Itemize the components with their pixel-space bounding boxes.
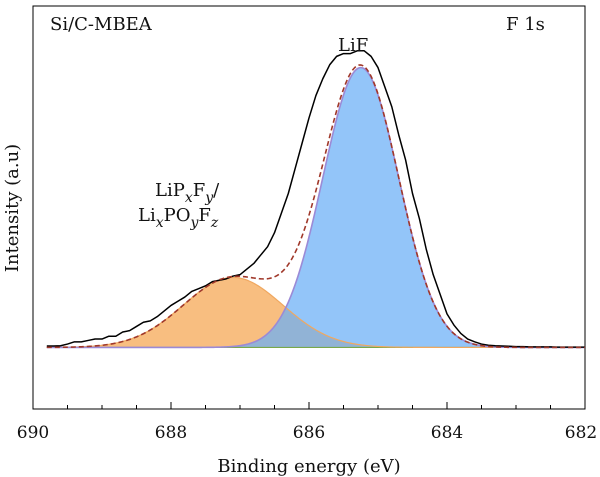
- x-tick-label: 682: [565, 423, 597, 443]
- lipf-l2-c: PO: [164, 205, 191, 226]
- sample-label: Si/C-MBEA: [50, 14, 153, 35]
- x-tick-label: 684: [431, 423, 463, 443]
- lipf-l1-e: /: [213, 180, 220, 201]
- component-lif-area: [46, 67, 586, 348]
- component-lipf-area: [46, 277, 586, 348]
- x-tick-labels: 690 688 686 684 682: [17, 423, 597, 443]
- lipf-label-line1: LiPxFy/: [155, 180, 220, 206]
- lipf-l1-b: x: [185, 190, 193, 206]
- lipf-l2-a: Li: [138, 205, 156, 226]
- raw-data-line: [46, 50, 585, 348]
- lipf-label-line2: LixPOyFz: [138, 205, 219, 231]
- lipf-l1-a: LiP: [155, 180, 185, 201]
- x-axis-label: Binding energy (eV): [217, 456, 400, 477]
- x-tick-label: 688: [155, 423, 187, 443]
- component-lif-line: [46, 66, 585, 349]
- x-tick-label: 690: [17, 423, 49, 443]
- y-axis-label: Intensity (a.u): [2, 144, 23, 272]
- lif-label: LiF: [338, 35, 368, 56]
- lipf-l1-d: y: [204, 190, 214, 206]
- x-ticks: [32, 402, 586, 409]
- lipf-l2-e: F: [198, 205, 211, 226]
- lipf-l2-d: y: [190, 215, 200, 231]
- lipf-l2-f: z: [210, 215, 219, 231]
- lipf-l1-c: F: [193, 180, 206, 201]
- region-label: F 1s: [506, 14, 545, 35]
- fit-envelope-line: [46, 64, 585, 349]
- plot-frame: [32, 5, 586, 410]
- lipf-l2-b: x: [156, 215, 164, 231]
- x-tick-label: 686: [293, 423, 325, 443]
